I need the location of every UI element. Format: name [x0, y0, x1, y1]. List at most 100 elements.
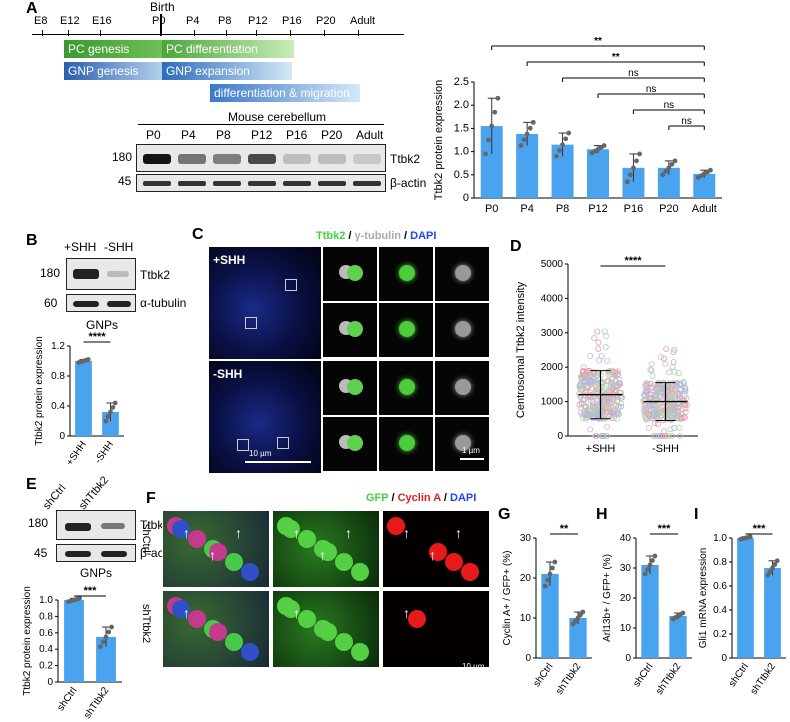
data-point: [576, 383, 583, 390]
centrosome-spot: [455, 321, 471, 337]
cell: [241, 563, 259, 581]
centrosome-green: [347, 379, 363, 395]
centrosome-green: [347, 265, 363, 281]
y-tick-label: 0: [557, 431, 563, 442]
blot-a-band-ttbk2: [283, 154, 311, 164]
blot-a-lane-label: P12: [251, 128, 273, 142]
blot-a-band-actin: [318, 181, 346, 186]
data-point: [609, 415, 616, 422]
sig-label: ns: [646, 84, 657, 95]
micro-c-inset: [378, 246, 434, 302]
cell: [188, 610, 206, 628]
data-point: [659, 432, 666, 439]
data-point: [606, 411, 613, 418]
data-point: [668, 411, 675, 418]
stage-tick: [290, 30, 291, 36]
micro-c-inset: [322, 360, 378, 416]
data-point: [580, 363, 587, 370]
stage-tick: [160, 30, 161, 36]
data-point: [649, 372, 656, 379]
micro-f-tile: ↑ ↑ ↑: [272, 510, 380, 588]
data-point: [598, 352, 605, 359]
y-tick-label: 1.0: [39, 595, 53, 606]
data-point: [601, 393, 608, 400]
y-tick-label: 10: [520, 613, 532, 624]
data-point: [669, 363, 676, 370]
y-tick-label: 0.8: [713, 557, 727, 568]
panel-label-f: F: [146, 490, 156, 507]
y-axis-label: Ttbk2 protein expression: [433, 80, 445, 200]
data-point: [653, 383, 660, 390]
blot-b-tubulin: [66, 294, 136, 312]
micro-f-tile: ↑: [382, 590, 490, 668]
data-point: [552, 559, 558, 565]
blot-a-band-actin: [143, 181, 171, 186]
data-point: [524, 131, 530, 137]
x-tick-label: shTtbk2: [749, 661, 779, 697]
data-point: [669, 432, 676, 439]
micro-f-scale: 10 µm: [462, 662, 485, 671]
y-tick-label: 0.6: [39, 628, 53, 639]
data-point: [607, 403, 614, 410]
cell: [298, 610, 316, 628]
data-point: [674, 412, 681, 419]
cell: [445, 633, 463, 651]
data-point: [767, 569, 773, 574]
data-point: [584, 378, 591, 385]
data-point: [592, 432, 599, 439]
data-point: [582, 378, 589, 385]
gnp-expansion-box: GNP expansion: [162, 62, 292, 80]
cell: [241, 643, 259, 661]
micro-c-inset: [378, 302, 434, 358]
data-point: [550, 565, 555, 571]
micro-c-overview-1: +SHH: [208, 246, 322, 360]
data-point: [654, 421, 661, 428]
data-point: [681, 414, 688, 421]
legend-green: Ttbk2: [316, 230, 346, 242]
data-point: [596, 357, 603, 364]
y-tick-label: 0: [625, 653, 631, 664]
y-tick-label: 0.2: [713, 629, 727, 640]
arrow-icon: ↑: [235, 525, 242, 541]
data-point: [103, 418, 109, 424]
y-tick-label: 0.8: [51, 371, 65, 382]
micro-c-inset: [434, 416, 490, 472]
blot-a-lane-label: P16: [286, 128, 308, 142]
data-point: [604, 423, 611, 430]
arrow-icon: ↑: [293, 605, 300, 621]
data-point: [495, 95, 501, 101]
data-point: [666, 165, 672, 171]
x-tick-label: P16: [624, 203, 644, 215]
chart-e: 0 0.2 0.4 0.6 0.8 1.0 shCtrl shTtbk2 Ttbk2 prote…: [22, 585, 122, 721]
data-point: [663, 346, 670, 353]
data-point: [595, 385, 602, 392]
data-point: [108, 409, 113, 415]
y-tick-label: 1.2: [51, 341, 65, 352]
data-point: [660, 172, 666, 178]
arrow-icon: ↑: [403, 605, 410, 621]
bar: [622, 167, 645, 198]
data-point: [665, 432, 672, 439]
micro-f-row2: shTtbk2: [140, 604, 152, 644]
micro-c-inset: [434, 360, 490, 416]
cell: [282, 600, 300, 618]
blot-b-mw-bottom: 60: [44, 296, 58, 310]
y-tick-label: 2000: [541, 362, 564, 373]
data-point: [587, 397, 594, 404]
centrosome-spot: [399, 435, 415, 451]
data-point: [647, 562, 653, 568]
micro-f-row1: shCtrl: [140, 524, 152, 553]
data-point: [650, 558, 655, 563]
data-point: [592, 404, 599, 411]
cell: [335, 553, 353, 571]
y-tick-label: 1.5: [454, 122, 469, 134]
data-point: [676, 381, 683, 388]
data-point: [613, 382, 620, 389]
data-point: [610, 372, 617, 379]
blot-b-mw-top: 180: [40, 266, 61, 280]
data-point: [585, 380, 592, 387]
arrow-icon: ↑: [319, 547, 326, 563]
micro-f-tile: ↑: [272, 590, 380, 668]
